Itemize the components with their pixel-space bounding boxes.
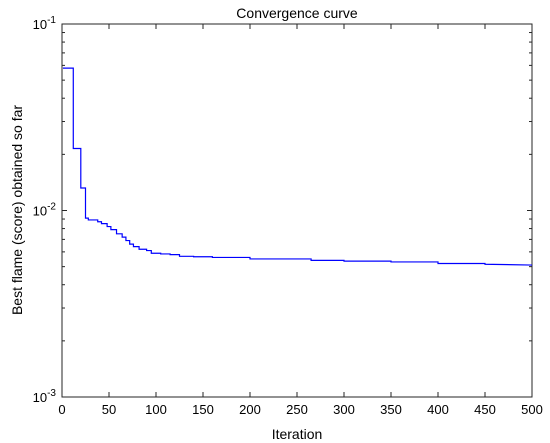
x-tick-label: 500 <box>521 402 543 417</box>
x-tick-label: 150 <box>192 402 214 417</box>
x-tick-label: 400 <box>427 402 449 417</box>
chart-title: Convergence curve <box>236 5 358 21</box>
x-axis-label: Iteration <box>272 426 323 442</box>
plot-area <box>61 23 533 398</box>
x-tick-label: 0 <box>58 402 65 417</box>
x-tick-label: 300 <box>333 402 355 417</box>
y-tick-label: 10-3 <box>33 388 57 405</box>
x-tick-label: 250 <box>286 402 308 417</box>
y-axis-label: Best flame (score) obtained so far <box>9 105 25 315</box>
series-layer <box>62 67 533 266</box>
x-tick-label: 450 <box>474 402 496 417</box>
y-axis-ticks: 10-3 10-2 10-1 <box>33 15 532 405</box>
y-tick-label: 10-1 <box>33 15 57 32</box>
x-axis-ticks: 0 50 100 150 200 250 300 350 400 450 500 <box>58 24 543 417</box>
convergence-line <box>62 67 533 266</box>
y-tick-label: 10-2 <box>33 202 57 219</box>
x-tick-label: 100 <box>145 402 167 417</box>
x-tick-label: 350 <box>380 402 402 417</box>
x-tick-label: 200 <box>239 402 261 417</box>
x-tick-label: 50 <box>102 402 116 417</box>
